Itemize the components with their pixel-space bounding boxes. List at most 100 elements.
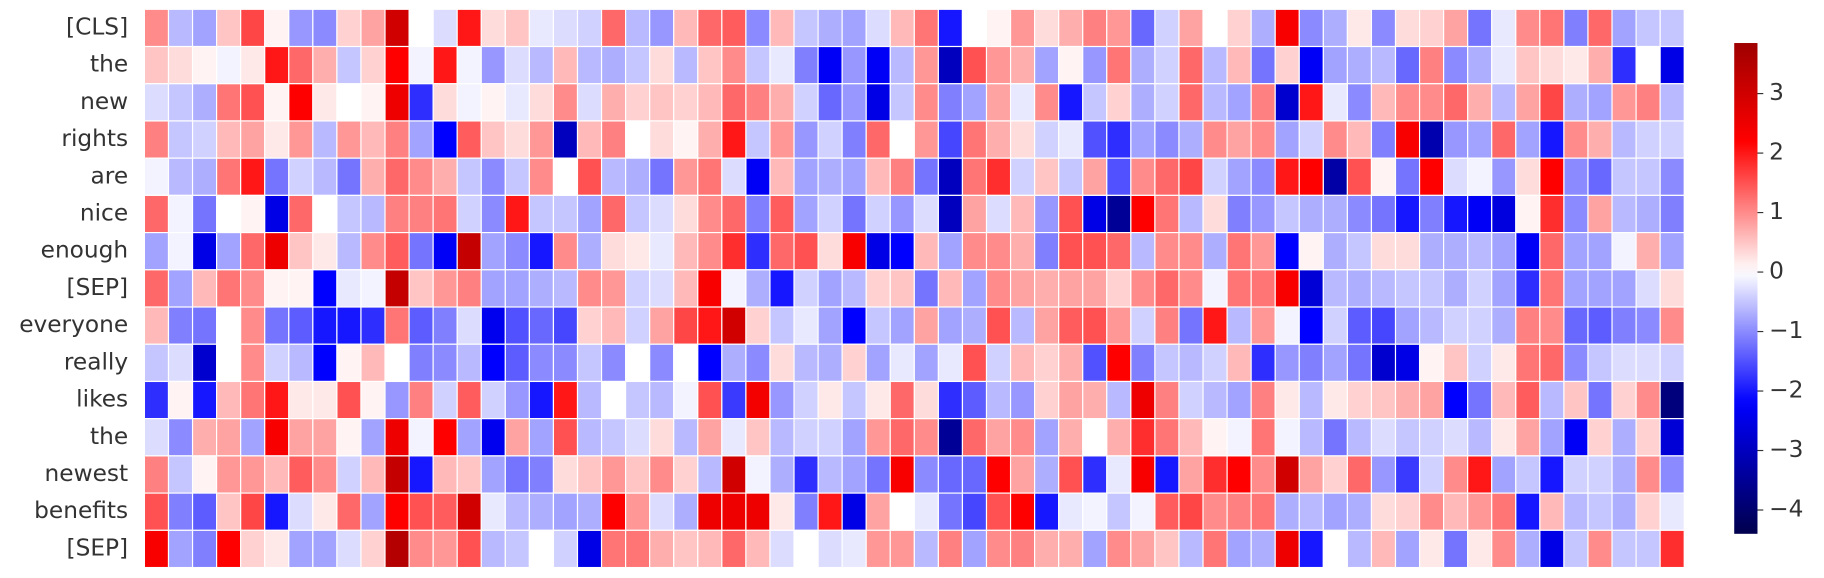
heatmap-cell <box>480 83 506 122</box>
heatmap-cell <box>360 418 386 457</box>
heatmap-cell <box>600 492 627 531</box>
heatmap-cell <box>1515 45 1541 85</box>
heatmap-cell <box>745 343 771 383</box>
heatmap-cell <box>1298 232 1324 271</box>
heatmap-cell <box>336 8 362 48</box>
heatmap-cell <box>865 306 891 345</box>
heatmap-cell <box>1250 455 1276 494</box>
heatmap-cell <box>769 83 795 122</box>
colorbar-tick-label: −3 <box>1769 436 1803 463</box>
heatmap-cell <box>1178 380 1204 420</box>
heatmap-cell <box>408 8 434 48</box>
heatmap-cell <box>985 232 1012 271</box>
heatmap-cell <box>697 8 723 48</box>
heatmap-cell <box>1370 343 1397 383</box>
heatmap-cell <box>913 83 939 122</box>
heatmap-cell <box>1082 194 1108 234</box>
heatmap-cell <box>1370 120 1397 159</box>
heatmap-cell <box>336 306 362 345</box>
heatmap-cell <box>1611 45 1637 85</box>
heatmap-cell <box>673 269 699 308</box>
heatmap-cell <box>937 232 964 271</box>
heatmap-cell <box>1274 492 1300 531</box>
heatmap-cell <box>697 194 723 234</box>
heatmap-cell <box>504 306 530 345</box>
heatmap-cell <box>1202 529 1228 569</box>
heatmap-cell <box>1539 194 1565 234</box>
heatmap-cell <box>1467 83 1493 122</box>
row-label: the <box>90 51 128 78</box>
heatmap-cell <box>1659 492 1685 531</box>
heatmap-cell <box>1635 269 1661 308</box>
heatmap-cell <box>1130 194 1156 234</box>
heatmap-cell <box>1058 45 1084 85</box>
heatmap-cell <box>1274 232 1300 271</box>
heatmap-cell <box>1274 343 1300 383</box>
colorbar-tick-label: 1 <box>1769 198 1784 225</box>
heatmap-cell <box>504 194 530 234</box>
heatmap-cell <box>1226 529 1252 569</box>
heatmap-cell <box>1178 492 1204 531</box>
heatmap-cell <box>1226 269 1252 308</box>
heatmap-cell <box>817 45 843 85</box>
heatmap-cell <box>793 83 819 122</box>
heatmap-cell <box>312 8 338 48</box>
heatmap-cell <box>143 455 170 494</box>
heatmap-cell <box>1515 380 1541 420</box>
heatmap-cell <box>1563 492 1589 531</box>
heatmap-cell <box>408 418 434 457</box>
heatmap-cell <box>504 232 530 271</box>
heatmap-cell <box>1346 380 1373 420</box>
heatmap-cell <box>961 343 988 383</box>
heatmap-cell <box>889 269 915 308</box>
heatmap-cell <box>673 232 699 271</box>
heatmap-cell <box>1322 306 1348 345</box>
heatmap-cell <box>191 83 218 122</box>
heatmap-cell <box>1370 269 1397 308</box>
heatmap <box>143 8 1685 569</box>
heatmap-cell <box>913 269 939 308</box>
heatmap-cell <box>649 418 675 457</box>
heatmap-cell <box>480 232 506 271</box>
heatmap-cell <box>432 120 458 159</box>
heatmap-cell <box>841 455 867 494</box>
heatmap-cell <box>528 269 555 308</box>
heatmap-cell <box>1058 380 1084 420</box>
heatmap-cell <box>961 418 988 457</box>
heatmap-cell <box>1635 529 1661 569</box>
heatmap-cell <box>408 194 434 234</box>
heatmap-cell <box>1394 343 1421 383</box>
heatmap-cell <box>1274 45 1300 85</box>
heatmap-cell <box>312 455 338 494</box>
heatmap-cell <box>769 529 795 569</box>
heatmap-cell <box>1178 343 1204 383</box>
heatmap-cell <box>865 83 891 122</box>
heatmap-cell <box>1322 232 1348 271</box>
row-label: really <box>64 348 129 375</box>
heatmap-cell <box>1226 83 1252 122</box>
heatmap-cell <box>600 232 627 271</box>
heatmap-cell <box>1274 380 1300 420</box>
heatmap-cell <box>264 8 290 48</box>
heatmap-cell <box>1250 343 1276 383</box>
heatmap-cell <box>191 120 218 159</box>
heatmap-cell <box>264 232 290 271</box>
heatmap-cell <box>456 83 482 122</box>
heatmap-cell <box>1130 492 1156 531</box>
heatmap-cell <box>480 343 506 383</box>
heatmap-cell <box>1250 529 1276 569</box>
heatmap-cell <box>1298 120 1324 159</box>
heatmap-cell <box>625 380 651 420</box>
heatmap-cell <box>312 306 338 345</box>
heatmap-cell <box>937 269 964 308</box>
heatmap-cell <box>1467 45 1493 85</box>
heatmap-cell <box>1418 120 1445 159</box>
heatmap-cell <box>1587 194 1613 234</box>
heatmap-cell <box>721 8 747 48</box>
heatmap-cell <box>889 343 915 383</box>
heatmap-cell <box>1106 194 1132 234</box>
heatmap-cell <box>1418 380 1445 420</box>
heatmap-cell <box>600 194 627 234</box>
heatmap-cell <box>697 83 723 122</box>
